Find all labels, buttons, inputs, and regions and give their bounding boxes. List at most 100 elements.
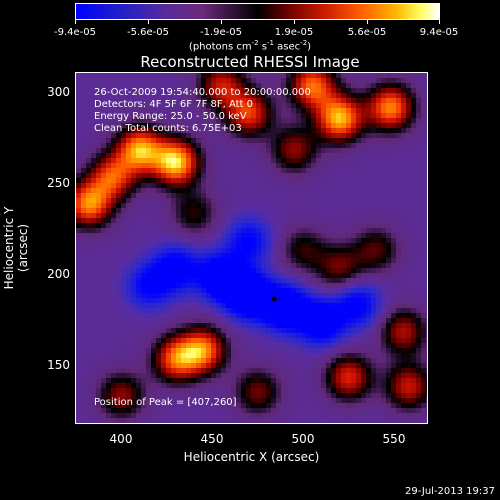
heatmap-cell xyxy=(201,238,206,243)
heatmap-cell xyxy=(386,113,391,118)
heatmap-cell xyxy=(256,243,261,248)
heatmap-cell xyxy=(261,308,266,313)
heatmap-cell xyxy=(106,268,111,273)
heatmap-cell xyxy=(196,343,201,348)
heatmap-cell xyxy=(216,398,221,403)
heatmap-cell xyxy=(321,318,326,323)
heatmap-cell xyxy=(141,403,146,408)
heatmap-cell xyxy=(406,233,411,238)
heatmap-cell xyxy=(376,368,381,373)
heatmap-cell xyxy=(81,108,86,113)
heatmap-cell xyxy=(276,323,281,328)
heatmap-cell xyxy=(96,298,101,303)
heatmap-cell xyxy=(91,123,96,128)
heatmap-cell xyxy=(261,403,266,408)
heatmap-image xyxy=(76,73,427,423)
heatmap-cell xyxy=(361,403,366,408)
heatmap-cell xyxy=(106,378,111,383)
heatmap-cell xyxy=(236,263,241,268)
heatmap-cell xyxy=(151,288,156,293)
heatmap-cell xyxy=(336,223,341,228)
heatmap-cell xyxy=(351,393,356,398)
heatmap-cell xyxy=(366,173,371,178)
heatmap-cell xyxy=(366,108,371,113)
heatmap-cell xyxy=(86,268,91,273)
heatmap-cell xyxy=(411,108,416,113)
heatmap-cell xyxy=(426,118,427,123)
heatmap-cell xyxy=(426,238,427,243)
heatmap-cell xyxy=(286,123,291,128)
heatmap-cell xyxy=(81,173,86,178)
heatmap-cell xyxy=(291,248,296,253)
heatmap-cell xyxy=(241,358,246,363)
heatmap-cell xyxy=(291,393,296,398)
heatmap-cell xyxy=(111,393,116,398)
heatmap-cell xyxy=(316,88,321,93)
heatmap-cell xyxy=(96,268,101,273)
heatmap-cell xyxy=(211,253,216,258)
heatmap-cell xyxy=(96,263,101,268)
heatmap-cell xyxy=(301,413,306,418)
heatmap-cell xyxy=(101,133,106,138)
heatmap-cell xyxy=(81,368,86,373)
heatmap-cell xyxy=(321,283,326,288)
heatmap-cell xyxy=(401,398,406,403)
heatmap-cell xyxy=(226,393,231,398)
heatmap-cell xyxy=(136,88,141,93)
heatmap-cell xyxy=(411,248,416,253)
heatmap-cell xyxy=(231,113,236,118)
heatmap-cell xyxy=(421,233,426,238)
heatmap-cell xyxy=(231,178,236,183)
heatmap-cell xyxy=(271,118,276,123)
heatmap-cell xyxy=(101,188,106,193)
heatmap-cell xyxy=(221,128,226,133)
heatmap-cell xyxy=(246,108,251,113)
heatmap-cell xyxy=(226,363,231,368)
heatmap-cell xyxy=(111,78,116,83)
heatmap-cell xyxy=(346,143,351,148)
heatmap-cell xyxy=(226,253,231,258)
heatmap-cell xyxy=(86,373,91,378)
heatmap-cell xyxy=(241,203,246,208)
heatmap-cell xyxy=(411,163,416,168)
heatmap-cell xyxy=(181,303,186,308)
heatmap-cell xyxy=(146,218,151,223)
heatmap-cell xyxy=(131,158,136,163)
heatmap-cell xyxy=(351,218,356,223)
heatmap-cell xyxy=(131,368,136,373)
heatmap-cell xyxy=(261,413,266,418)
heatmap-cell xyxy=(116,98,121,103)
heatmap-cell xyxy=(106,398,111,403)
heatmap-cell xyxy=(326,398,331,403)
heatmap-cell xyxy=(281,73,286,78)
heatmap-cell xyxy=(331,83,336,88)
heatmap-cell xyxy=(336,113,341,118)
heatmap-cell xyxy=(316,303,321,308)
heatmap-cell xyxy=(266,333,271,338)
heatmap-cell xyxy=(101,328,106,333)
heatmap-cell xyxy=(246,213,251,218)
heatmap-cell xyxy=(231,363,236,368)
heatmap-cell xyxy=(101,118,106,123)
heatmap-cell xyxy=(116,218,121,223)
heatmap-cell xyxy=(151,198,156,203)
heatmap-cell xyxy=(251,118,256,123)
heatmap-cell xyxy=(371,298,376,303)
heatmap-cell xyxy=(226,188,231,193)
heatmap-cell xyxy=(231,143,236,148)
heatmap-cell xyxy=(101,88,106,93)
heatmap-cell xyxy=(131,358,136,363)
heatmap-cell xyxy=(386,148,391,153)
heatmap-cell xyxy=(346,218,351,223)
heatmap-cell xyxy=(306,148,311,153)
heatmap-cell xyxy=(361,253,366,258)
heatmap-cell xyxy=(96,133,101,138)
heatmap-cell xyxy=(226,303,231,308)
heatmap-cell xyxy=(186,228,191,233)
heatmap-cell xyxy=(416,163,421,168)
heatmap-cell xyxy=(426,383,427,388)
heatmap-cell xyxy=(196,388,201,393)
heatmap-cell xyxy=(276,368,281,373)
heatmap-cell xyxy=(346,343,351,348)
heatmap-cell xyxy=(211,238,216,243)
